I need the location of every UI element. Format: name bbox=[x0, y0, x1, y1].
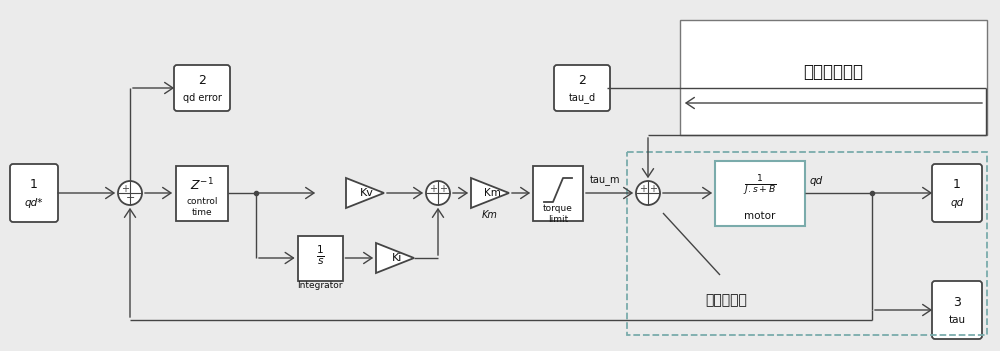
Text: +: + bbox=[429, 184, 437, 194]
Text: qd: qd bbox=[810, 176, 823, 186]
Circle shape bbox=[636, 181, 660, 205]
Bar bbox=[533, 166, 583, 220]
Text: Km: Km bbox=[484, 188, 500, 198]
Text: 2: 2 bbox=[578, 74, 586, 87]
Text: 电流环输入: 电流环输入 bbox=[705, 293, 747, 307]
Text: 3: 3 bbox=[953, 296, 961, 309]
FancyBboxPatch shape bbox=[932, 164, 982, 222]
Polygon shape bbox=[346, 178, 384, 208]
Text: Km: Km bbox=[482, 210, 498, 220]
Bar bbox=[680, 20, 987, 135]
Bar bbox=[715, 160, 805, 225]
Circle shape bbox=[426, 181, 450, 205]
Text: Ki: Ki bbox=[392, 253, 402, 263]
FancyBboxPatch shape bbox=[10, 164, 58, 222]
Text: torque
limit: torque limit bbox=[543, 204, 573, 224]
Text: +: + bbox=[639, 184, 647, 194]
Text: motor: motor bbox=[744, 211, 776, 221]
Text: −: − bbox=[126, 193, 136, 203]
Text: +: + bbox=[649, 184, 657, 194]
Bar bbox=[627, 152, 987, 335]
Text: Kv: Kv bbox=[360, 188, 374, 198]
Text: +: + bbox=[439, 184, 447, 194]
Text: 前馈补偿力矩: 前馈补偿力矩 bbox=[804, 64, 864, 81]
Circle shape bbox=[118, 181, 142, 205]
Bar bbox=[176, 166, 228, 220]
Bar bbox=[298, 236, 342, 280]
Text: 1: 1 bbox=[953, 179, 961, 192]
FancyBboxPatch shape bbox=[932, 281, 982, 339]
Text: $Z^{-1}$: $Z^{-1}$ bbox=[190, 177, 214, 193]
Text: $\frac{1}{J.s+B}$: $\frac{1}{J.s+B}$ bbox=[743, 174, 777, 198]
Text: 2: 2 bbox=[198, 74, 206, 87]
FancyBboxPatch shape bbox=[554, 65, 610, 111]
Text: tau_m: tau_m bbox=[590, 176, 620, 186]
Text: qd error: qd error bbox=[183, 93, 221, 103]
Polygon shape bbox=[376, 243, 414, 273]
Text: tau: tau bbox=[948, 315, 966, 325]
Polygon shape bbox=[471, 178, 509, 208]
Text: tau_d: tau_d bbox=[568, 93, 596, 104]
Text: $\frac{1}{s}$: $\frac{1}{s}$ bbox=[316, 243, 324, 267]
FancyBboxPatch shape bbox=[174, 65, 230, 111]
Text: 1: 1 bbox=[30, 179, 38, 192]
Text: Integrator: Integrator bbox=[297, 282, 343, 291]
Text: qd*: qd* bbox=[25, 198, 43, 208]
Text: qd: qd bbox=[950, 198, 964, 208]
Text: control
time: control time bbox=[186, 197, 218, 217]
Text: +: + bbox=[121, 184, 129, 194]
